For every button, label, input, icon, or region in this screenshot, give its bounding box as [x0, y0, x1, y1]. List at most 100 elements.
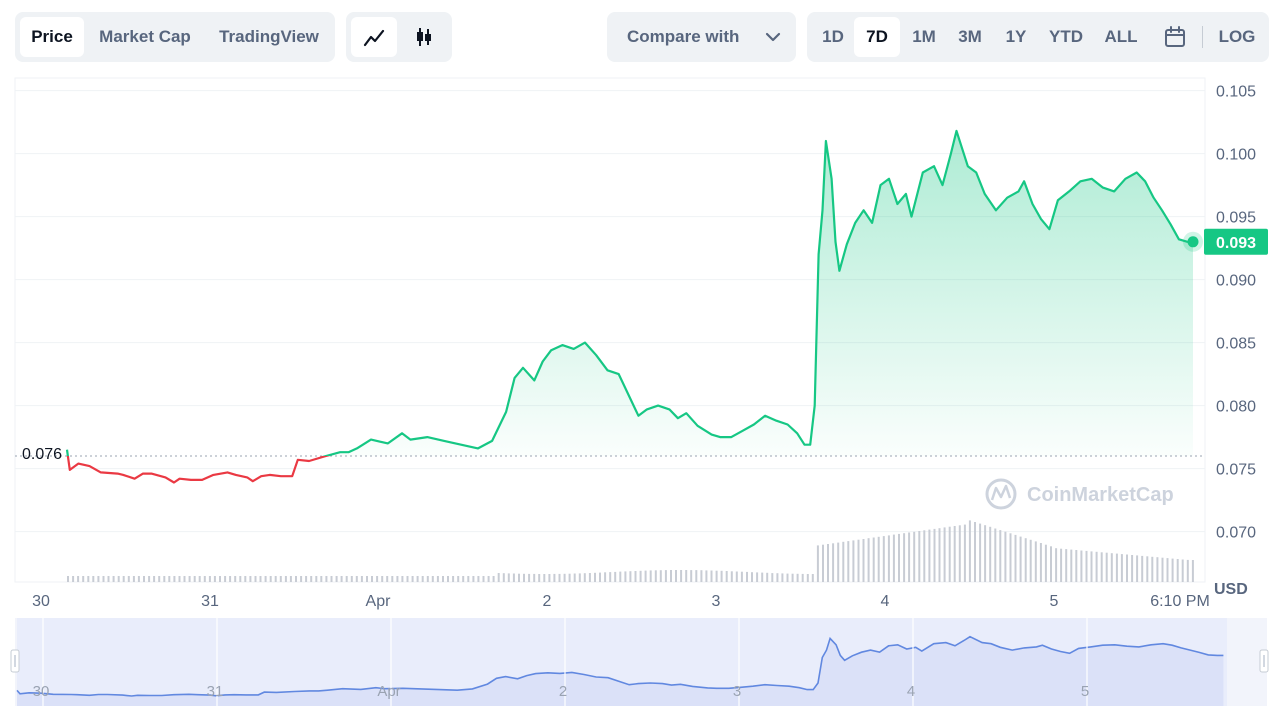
compare-dropdown[interactable]: Compare with — [607, 12, 796, 62]
volume-bar — [406, 576, 409, 582]
volume-bar — [1034, 541, 1037, 582]
volume-bar — [563, 573, 566, 582]
price-area — [67, 130, 1193, 456]
watermark: CoinMarketCap — [985, 478, 1174, 510]
volume-bar — [178, 576, 181, 582]
volume-bar — [507, 573, 510, 582]
volume-bar — [1110, 553, 1113, 582]
range-all[interactable]: ALL — [1104, 27, 1138, 46]
volume-bar — [908, 532, 911, 582]
volume-bar — [1055, 548, 1058, 582]
volume-bar — [67, 576, 69, 582]
x-axis: 30 31 Apr 2 3 4 5 6:10 PM — [32, 593, 1210, 610]
candlestick-button[interactable] — [401, 17, 447, 57]
volume-bar — [77, 576, 80, 582]
y-tick-label: 0.070 — [1216, 525, 1256, 542]
volume-bar — [1161, 557, 1164, 582]
volume-bar — [664, 570, 667, 582]
volume-bar — [837, 542, 840, 582]
volume-bar — [416, 576, 419, 582]
navigator-handle-left[interactable] — [10, 649, 20, 673]
volume-bar — [1090, 551, 1093, 582]
volume-bar — [968, 520, 971, 582]
volume-bar — [386, 576, 389, 582]
volume-bar — [680, 570, 683, 582]
navigator-tick-label: 30 — [33, 683, 50, 700]
volume-bar — [857, 539, 860, 582]
volume-bar — [953, 526, 956, 582]
volume-bar — [391, 576, 394, 582]
volume-bar — [538, 574, 541, 582]
volume-bar — [173, 576, 176, 582]
volume-bar — [208, 576, 211, 582]
range-1d[interactable]: 1D — [822, 27, 844, 46]
navigator-x-axis: 30 31 Apr 2 3 4 5 — [33, 618, 1089, 706]
y-tick-label: 0.075 — [1216, 462, 1256, 479]
navigator-tick-label: 4 — [907, 683, 915, 700]
volume-bar — [1166, 558, 1169, 582]
volume-bar — [654, 570, 657, 582]
calendar-icon — [1165, 26, 1185, 47]
range-7d[interactable]: 7D — [854, 17, 900, 57]
volume-bar — [1019, 536, 1022, 582]
volume-bar — [467, 576, 470, 582]
tab-tradingview[interactable]: TradingView — [219, 27, 319, 46]
volume-bar — [1171, 558, 1174, 582]
volume-bar — [756, 572, 759, 582]
volume-bar — [310, 576, 313, 582]
x-tick-label: 2 — [543, 593, 552, 610]
tab-market-cap[interactable]: Market Cap — [99, 27, 191, 46]
volume-bar — [132, 576, 135, 582]
x-tick-label: 30 — [32, 593, 50, 610]
volume-bar — [315, 576, 318, 582]
volume-bar — [1029, 539, 1032, 582]
volume-bar — [796, 573, 799, 582]
volume-bar — [705, 570, 708, 582]
log-scale-toggle[interactable]: LOG — [1218, 27, 1256, 46]
coinmarketcap-logo-icon — [985, 478, 1017, 510]
volume-bar — [229, 576, 232, 582]
volume-bar — [806, 574, 809, 582]
y-tick-label: 0.085 — [1216, 336, 1256, 353]
volume-bar — [1115, 553, 1118, 582]
range-1y[interactable]: 1Y — [1005, 27, 1027, 46]
y-tick-label: 0.090 — [1216, 273, 1256, 290]
volume-bar — [887, 535, 890, 582]
volume-bar — [872, 537, 875, 582]
volume-bars — [67, 520, 1194, 582]
volume-bar — [213, 576, 216, 582]
y-axis-unit: USD — [1214, 581, 1248, 598]
volume-bar — [244, 576, 247, 582]
line-chart-button[interactable] — [351, 17, 397, 57]
volume-bar — [72, 576, 75, 582]
current-price-tag — [1204, 228, 1268, 255]
volume-bar — [1060, 548, 1063, 582]
volume-bar — [994, 528, 997, 582]
volume-bar — [1050, 546, 1052, 582]
range-ytd[interactable]: YTD — [1049, 27, 1083, 46]
volume-bar — [847, 541, 850, 582]
x-tick-label: 31 — [201, 593, 219, 610]
volume-bar — [1095, 551, 1098, 582]
volume-bar — [720, 570, 723, 582]
volume-bar — [675, 570, 677, 582]
volume-bar — [355, 576, 358, 582]
volume-bar — [482, 576, 485, 582]
date-picker-button[interactable] — [1156, 17, 1194, 57]
volume-bar — [898, 533, 900, 582]
volume-bar — [234, 576, 237, 582]
volume-bar — [279, 576, 282, 582]
volume-bar — [771, 573, 774, 582]
range-1m[interactable]: 1M — [912, 27, 936, 46]
volume-bar — [376, 576, 379, 582]
navigator-handle-right[interactable] — [1259, 649, 1269, 673]
range-3m[interactable]: 3M — [958, 27, 982, 46]
volume-bar — [903, 533, 906, 582]
tab-price[interactable]: Price — [20, 17, 84, 57]
volume-bar — [188, 576, 191, 582]
volume-bar — [588, 573, 591, 582]
volume-bar — [381, 576, 384, 582]
volume-bar — [842, 541, 845, 582]
chart-type-toggle — [346, 12, 452, 62]
volume-bar — [472, 576, 475, 582]
